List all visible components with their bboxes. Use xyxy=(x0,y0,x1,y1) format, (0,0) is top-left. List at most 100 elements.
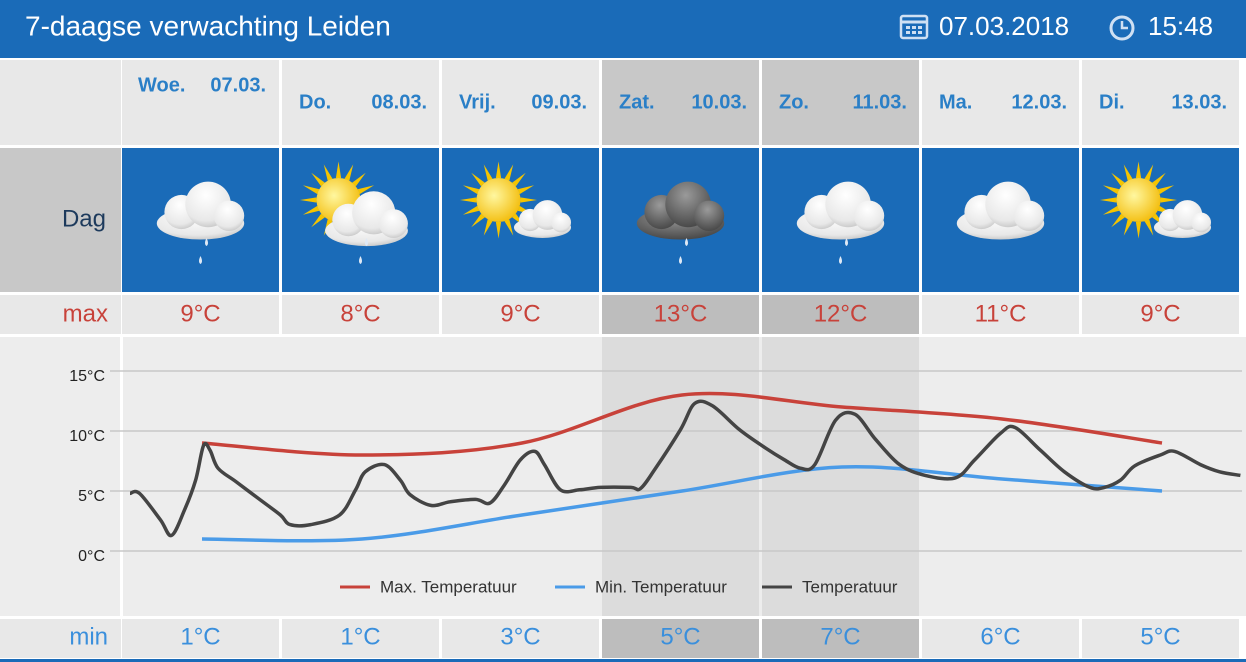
sun-ray xyxy=(311,172,325,187)
day-name: Ma. xyxy=(939,91,972,113)
max-cell xyxy=(922,295,1079,334)
day-name: Do. xyxy=(299,91,331,113)
day-name: Zat. xyxy=(619,91,655,113)
header-title: 7-daagse verwachting Leiden xyxy=(25,10,391,41)
sun-ray xyxy=(1157,185,1175,195)
sun-ray xyxy=(1123,219,1133,236)
sun-ray xyxy=(357,185,375,195)
sun-ray xyxy=(495,221,502,239)
rain-drop xyxy=(359,256,362,264)
day-date: 10.03. xyxy=(691,91,747,113)
day-name: Woe. xyxy=(138,74,185,96)
sun-ray xyxy=(1102,185,1120,195)
min-cell xyxy=(282,619,439,658)
max-value: 9°C xyxy=(1140,300,1180,327)
sun-ray xyxy=(300,197,317,203)
sun-ray xyxy=(495,161,502,179)
sun-disc xyxy=(476,178,521,222)
max-cell xyxy=(1082,295,1239,334)
clock-icon xyxy=(1109,15,1135,41)
sun-ray xyxy=(504,219,514,236)
max-label-cell xyxy=(0,295,121,334)
chart: 0°C 5°C 10°C 15°C Max. Temperatuur Min. Tempe… xyxy=(69,368,1242,596)
day-name: Di. xyxy=(1099,91,1125,113)
y-tick-label: 10°C xyxy=(69,428,105,445)
row-label-min: min xyxy=(69,623,108,650)
cloud-part xyxy=(853,200,885,231)
sun-ray xyxy=(352,172,366,187)
day-label-cell xyxy=(0,148,121,292)
cloud-part xyxy=(551,212,572,233)
sun-ray xyxy=(471,213,485,228)
sun-ray xyxy=(483,164,493,181)
day-header-cell xyxy=(922,60,1079,145)
max-cell xyxy=(122,295,279,334)
min-cell xyxy=(442,619,599,658)
day-name: Zo. xyxy=(779,91,809,113)
day-date: 07.03. xyxy=(210,74,266,96)
weather-icon xyxy=(636,181,725,264)
rain-drop xyxy=(839,256,842,264)
day-date: 09.03. xyxy=(531,91,587,113)
cloud-part xyxy=(379,209,408,239)
sun-ray xyxy=(1100,197,1117,203)
max-cell xyxy=(442,295,599,334)
max-cell xyxy=(602,295,759,334)
min-value: 6°C xyxy=(980,623,1020,650)
day-header-cell xyxy=(762,60,919,145)
corner-cell xyxy=(0,60,121,145)
sun-ray xyxy=(311,213,325,228)
chart-column xyxy=(922,337,1079,616)
chart-column xyxy=(122,337,279,616)
sun-ray xyxy=(462,205,480,215)
rain-drop xyxy=(685,238,688,246)
min-value: 5°C xyxy=(1140,623,1180,650)
sun-ray xyxy=(460,197,477,203)
sun-ray xyxy=(302,205,320,215)
legend-label: Max. Temperatuur xyxy=(380,577,517,596)
cloud-part xyxy=(213,200,245,231)
y-tick-label: 0°C xyxy=(78,548,105,565)
min-value: 3°C xyxy=(500,623,540,650)
y-tick-label: 5°C xyxy=(78,488,105,505)
sun-ray xyxy=(344,164,354,181)
sun-ray xyxy=(1111,172,1125,187)
sun-ray xyxy=(462,185,480,195)
rain-drop xyxy=(679,256,682,264)
legend-label: Temperatuur xyxy=(802,577,898,596)
cloud-part xyxy=(1013,200,1045,231)
sun-ray xyxy=(504,164,514,181)
rain-drop xyxy=(205,238,208,246)
sun-ray xyxy=(471,172,485,187)
max-cell xyxy=(762,295,919,334)
sun-ray xyxy=(512,172,526,187)
weather-icon xyxy=(460,161,572,239)
day-date: 08.03. xyxy=(371,91,427,113)
series-line xyxy=(201,464,1163,543)
header-time: 15:48 xyxy=(1148,11,1213,41)
header-bar xyxy=(0,0,1246,58)
cloud-part xyxy=(693,200,725,231)
sun-ray xyxy=(1135,161,1142,179)
min-cell xyxy=(1082,619,1239,658)
day-header-cell xyxy=(122,60,279,145)
sun-ray xyxy=(1123,164,1133,181)
max-cell xyxy=(282,295,439,334)
weather-icon xyxy=(156,181,245,264)
min-cell xyxy=(122,619,279,658)
header-date: 07.03.2018 xyxy=(939,11,1069,41)
sun-ray xyxy=(520,197,537,203)
min-value: 1°C xyxy=(340,623,380,650)
row-label-day: Dag xyxy=(62,205,106,232)
sun-ray xyxy=(1160,197,1177,203)
min-cell xyxy=(762,619,919,658)
min-value: 5°C xyxy=(660,623,700,650)
sun-ray xyxy=(323,164,333,181)
row-label-max: max xyxy=(63,300,108,327)
y-tick-label: 15°C xyxy=(69,368,105,385)
rain-drop xyxy=(199,256,202,264)
weather-icon xyxy=(300,161,408,264)
day-date: 13.03. xyxy=(1171,91,1227,113)
legend-label: Min. Temperatuur xyxy=(595,577,727,596)
